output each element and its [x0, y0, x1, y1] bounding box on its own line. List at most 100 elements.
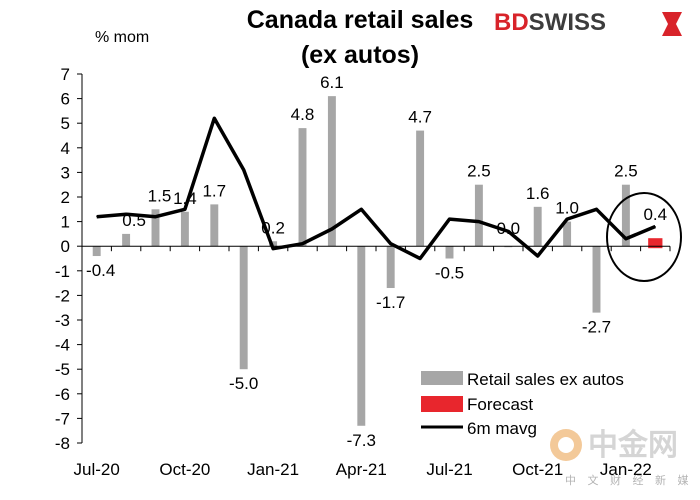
- mavg-point: [184, 208, 186, 210]
- mavg-point: [507, 230, 509, 232]
- x-tick-label: Oct-21: [512, 460, 563, 479]
- watermark: 中金网 中 文 财 经 新 媒 体: [550, 428, 700, 487]
- chart-title-line1: Canada retail sales: [247, 6, 474, 34]
- mavg-line-group: [96, 116, 656, 261]
- x-tick-label: Apr-21: [336, 460, 387, 479]
- data-labels: -0.4 0.51.5 1.4 1.7 -5.0 0.2 4.8 6.1 -7.3 -1.7 4.7…: [86, 73, 667, 450]
- data-label: 1.4: [173, 189, 197, 208]
- data-label: -0.4: [86, 261, 115, 280]
- legend-swatch-retail: [421, 371, 463, 385]
- data-label: -1.7: [376, 293, 405, 312]
- bar-aug-20: [122, 233, 131, 247]
- legend: Retail sales ex autos Forecast 6m mavg: [421, 370, 624, 438]
- data-label: 0.0: [496, 219, 520, 238]
- mavg-point: [331, 228, 333, 230]
- y-tick-label: -4: [55, 336, 70, 355]
- data-label: 0.5: [122, 211, 146, 230]
- brand-bd: BD: [494, 9, 529, 36]
- bar-jun-21: [416, 130, 425, 247]
- brand-logo: BDSWISS: [494, 9, 682, 36]
- x-tick-label: Jul-20: [74, 460, 120, 479]
- data-label: -7.3: [347, 431, 376, 450]
- data-label: -0.5: [435, 264, 464, 283]
- y-tick-label: -1: [55, 262, 70, 281]
- data-label: 1.0: [555, 199, 579, 218]
- axes: [81, 74, 671, 443]
- x-tick-label: Jan-22: [600, 460, 652, 479]
- bar-feb-21: [298, 128, 307, 247]
- data-label: 4.8: [291, 105, 315, 124]
- x-axis-ticks: Jul-20 Oct-20 Jan-21 Apr-21 Jul-21 Oct-21 Jan-…: [74, 460, 652, 479]
- y-tick-label: 2: [61, 188, 70, 207]
- y-tick-label: -8: [55, 434, 70, 453]
- mavg-point: [566, 218, 568, 220]
- mavg-point: [390, 243, 392, 245]
- y-tick-label: 0: [61, 237, 70, 256]
- y-axis-unit-label: % mom: [95, 29, 149, 46]
- y-axis-ticks: 7 6 5 4 3 2 1 0 -1 -2 -3 -4 -5 -6 -7 -8: [55, 65, 82, 453]
- data-label: -2.7: [582, 318, 611, 337]
- bar-jan-22: [621, 184, 630, 247]
- watermark-cn-name: 中金网: [588, 428, 678, 463]
- brand-swiss: SWISS: [529, 9, 606, 36]
- data-label: 2.5: [467, 162, 491, 181]
- y-tick-label: 3: [61, 163, 70, 182]
- svg-text:BDSWISS: BDSWISS: [494, 9, 606, 36]
- legend-label-mavg: 6m mavg: [467, 419, 537, 438]
- brand-flag-icon: [662, 12, 682, 36]
- y-tick-label: -3: [55, 311, 70, 330]
- bar-aug-21: [474, 184, 483, 247]
- mavg-point: [449, 218, 450, 220]
- data-label: -5.0: [229, 374, 258, 393]
- y-tick-label: -7: [55, 409, 70, 428]
- y-tick-label: -2: [55, 286, 70, 305]
- legend-label-forecast: Forecast: [467, 395, 533, 414]
- y-tick-label: 7: [61, 65, 70, 84]
- mavg-point: [419, 258, 421, 259]
- mavg-point: [96, 216, 98, 218]
- chart-title-line2: (ex autos): [301, 41, 419, 69]
- bar-apr-21: [357, 246, 366, 426]
- y-tick-label: 1: [61, 213, 70, 232]
- bar-oct-20: [180, 211, 189, 247]
- bar-may-21: [386, 246, 395, 289]
- y-tick-label: 6: [61, 90, 70, 109]
- x-tick-label: Oct-20: [159, 460, 210, 479]
- x-tick-label: Jan-21: [247, 460, 299, 479]
- mavg-point: [302, 243, 303, 245]
- y-tick-label: -5: [55, 360, 70, 379]
- data-label: 0.2: [261, 218, 285, 237]
- data-label: 1.6: [526, 184, 550, 203]
- forecast-bar: [648, 238, 663, 249]
- data-label: 0.4: [643, 205, 667, 224]
- y-tick-label: -6: [55, 385, 70, 404]
- mavg-point: [537, 255, 539, 257]
- data-label: 4.7: [408, 108, 432, 127]
- bar-dec-20: [239, 246, 248, 370]
- mavg-point: [125, 213, 127, 215]
- mavg-point: [596, 208, 597, 210]
- y-tick-label: 5: [61, 114, 70, 133]
- watermark-cn-sub: 中 文 财 经 新 媒 体: [565, 473, 700, 487]
- y-tick-label: 4: [61, 139, 70, 158]
- bar-jul-21: [445, 246, 454, 259]
- mavg-point: [625, 238, 627, 240]
- x-tick-label: Jul-21: [426, 460, 472, 479]
- data-label: 2.5: [614, 162, 638, 181]
- mavg-point: [478, 221, 480, 223]
- mavg-point: [155, 216, 156, 218]
- bar-nov-20: [210, 204, 219, 247]
- legend-label-retail: Retail sales ex autos: [467, 370, 624, 389]
- bar-sep-20: [151, 209, 160, 247]
- bar-mar-21: [327, 96, 336, 247]
- mavg-point: [272, 248, 274, 250]
- bar-dec-21: [592, 246, 601, 313]
- forecast-highlight-circle: [606, 192, 682, 282]
- mavg-point: [213, 117, 215, 119]
- data-label: 6.1: [320, 73, 344, 92]
- mavg-point: [243, 169, 245, 171]
- mavg-line: [96, 116, 656, 261]
- bar-oct-21: [533, 206, 542, 247]
- bar-nov-21: [563, 221, 572, 247]
